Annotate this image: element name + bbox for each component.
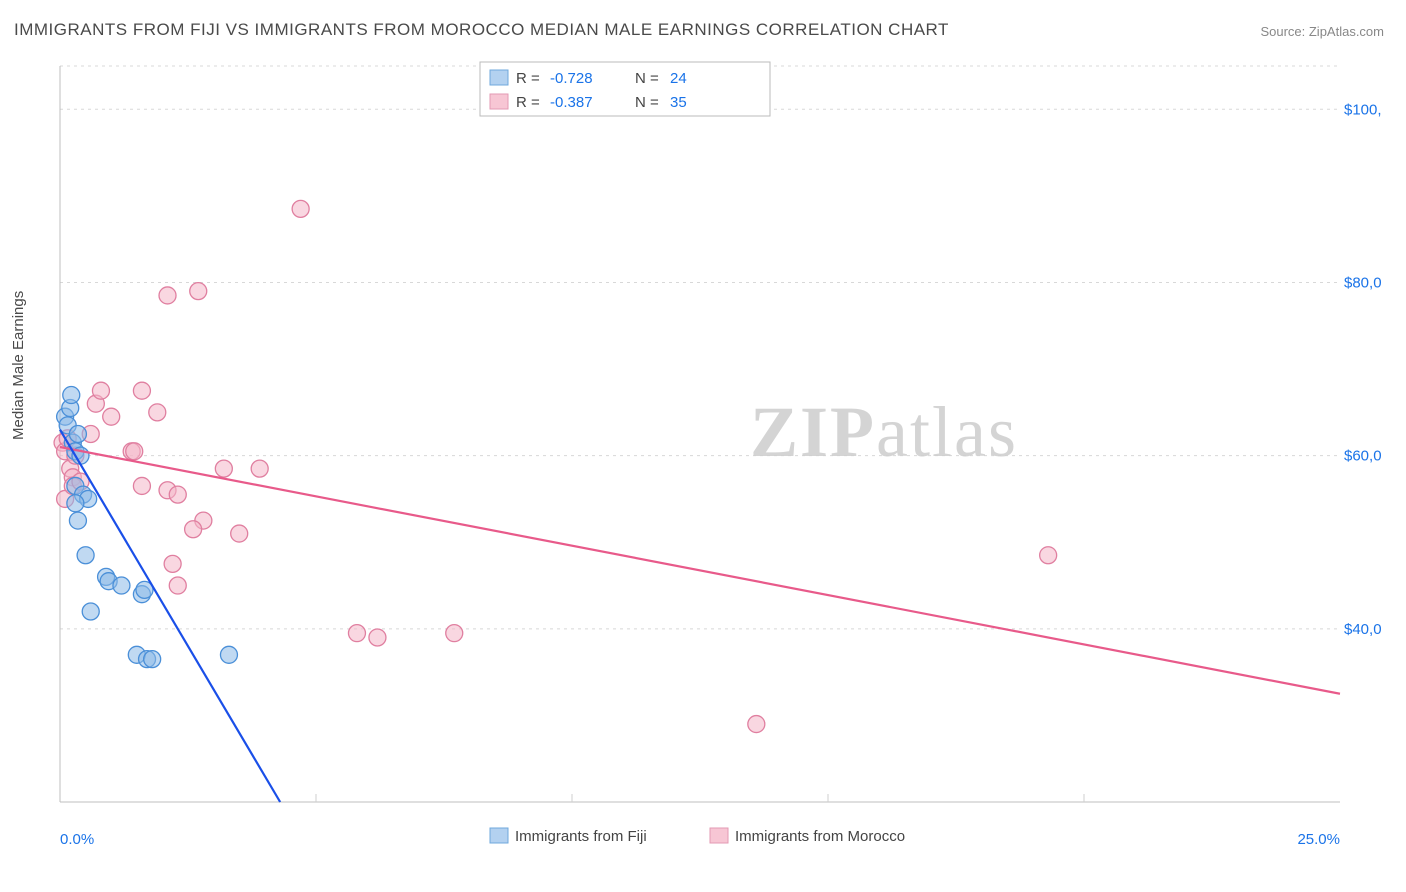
point-morocco [369,629,386,646]
point-morocco [92,382,109,399]
y-tick-label: $60,000 [1344,448,1382,465]
point-fiji [77,547,94,564]
legend-n-fiji: 24 [670,70,687,87]
bottom-swatch-fiji [490,828,508,843]
legend-r-label: R = [516,94,540,111]
y-axis-label: Median Male Earnings [10,291,27,440]
point-morocco [149,404,166,421]
point-fiji [67,495,84,512]
source-attribution: Source: ZipAtlas.com [1260,24,1384,39]
point-fiji [144,651,161,668]
point-fiji [82,603,99,620]
point-morocco [251,460,268,477]
point-fiji [220,646,237,663]
chart-area: $40,000$60,000$80,000$100,0000.0%25.0%ZI… [50,56,1382,812]
legend-r-label: R = [516,70,540,87]
legend-r-morocco: -0.387 [550,94,593,111]
source-link[interactable]: ZipAtlas.com [1309,24,1384,39]
legend-r-fiji: -0.728 [550,70,593,87]
point-morocco [133,382,150,399]
point-morocco [446,625,463,642]
watermark: ZIPatlas [750,392,1018,472]
point-morocco [164,555,181,572]
point-fiji [63,387,80,404]
point-morocco [348,625,365,642]
point-fiji [69,426,86,443]
legend-n-label: N = [635,94,659,111]
bottom-label-morocco: Immigrants from Morocco [735,828,905,845]
point-morocco [169,486,186,503]
legend-n-morocco: 35 [670,94,687,111]
point-morocco [190,283,207,300]
point-fiji [69,512,86,529]
source-label: Source: [1260,24,1308,39]
point-morocco [748,716,765,733]
chart-title: IMMIGRANTS FROM FIJI VS IMMIGRANTS FROM … [14,20,949,40]
bottom-label-fiji: Immigrants from Fiji [515,828,647,845]
point-fiji [113,577,130,594]
chart-svg: $40,000 $60,000 $80,000 $100,000 0.0% 25.0% ZI… [50,56,1382,856]
x-min-label: 0.0% [60,831,94,848]
legend-swatch-morocco [490,94,508,109]
point-morocco [292,200,309,217]
y-tick-label: $100,000 [1344,101,1382,118]
point-morocco [169,577,186,594]
legend-n-label: N = [635,70,659,87]
point-morocco [159,287,176,304]
trendline-morocco [60,447,1340,694]
point-morocco [231,525,248,542]
point-morocco [126,443,143,460]
point-morocco [1040,547,1057,564]
point-morocco [215,460,232,477]
bottom-swatch-morocco [710,828,728,843]
legend-swatch-fiji [490,70,508,85]
y-tick-label: $80,000 [1344,274,1382,291]
point-morocco [133,477,150,494]
point-morocco [103,408,120,425]
x-max-label: 25.0% [1297,831,1340,848]
point-morocco [185,521,202,538]
y-tick-label: $40,000 [1344,621,1382,638]
